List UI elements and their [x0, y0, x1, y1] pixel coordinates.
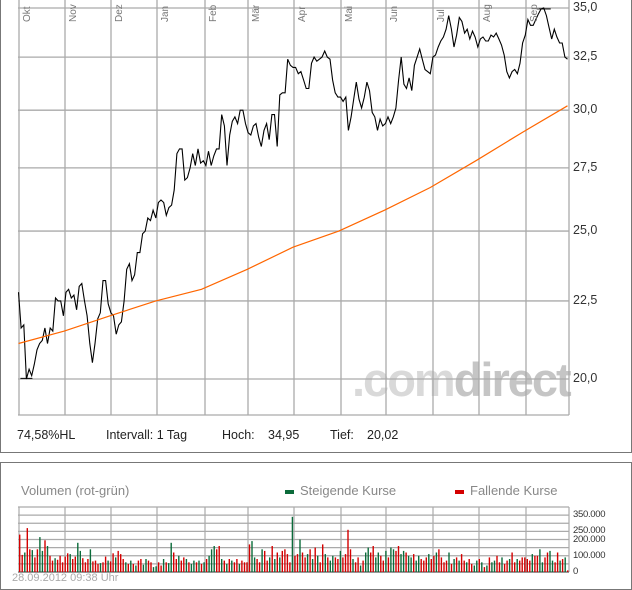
price-tick-label: 20,0 — [573, 371, 598, 386]
price-tick-label: 35,0 — [573, 0, 598, 14]
month-label: Sep — [529, 4, 540, 22]
high-value: 34,95 — [268, 428, 300, 442]
month-label: Jul — [436, 9, 447, 22]
price-chart — [17, 0, 570, 416]
volume-tick-label: 350.000 — [573, 509, 606, 521]
hl-percent: 74,58%HL — [17, 428, 76, 442]
month-label: Jun — [389, 5, 400, 22]
volume-chart-panel — [0, 462, 632, 590]
price-tick-label: 30,0 — [573, 102, 598, 117]
month-label: Mai — [344, 5, 355, 22]
month-label: Nov — [68, 4, 79, 22]
price-line — [17, 7, 568, 380]
interval-label: Intervall: 1 Tag — [106, 428, 188, 442]
price-tick-label: 22,5 — [573, 292, 598, 307]
month-label: Dez — [114, 4, 125, 22]
timestamp: 28.09.2012 09:38 Uhr — [12, 572, 119, 584]
high-label: Hoch: — [222, 428, 255, 442]
month-label: Jan — [160, 5, 171, 22]
month-label: Apr — [297, 6, 308, 22]
legend-up-label: Steigende Kurse — [300, 483, 397, 498]
volume-tick-label: 0 — [573, 566, 578, 577]
legend-down-label: Fallende Kurse — [470, 483, 558, 498]
moving-average-line — [18, 105, 568, 345]
volume-tick-label: 200.000 — [573, 533, 606, 545]
month-label: Feb — [208, 4, 219, 22]
month-label: Aug — [482, 4, 493, 22]
low-label: Tief: — [330, 428, 354, 442]
price-tick-label: 32,5 — [573, 49, 598, 64]
month-label: Mär — [251, 4, 262, 22]
price-tick-label: 25,0 — [573, 223, 598, 238]
volume-tick-label: 250.000 — [573, 525, 606, 537]
month-label: Okt — [22, 6, 33, 22]
legend-up-swatch — [285, 490, 294, 494]
price-tick-label: 27,5 — [573, 159, 598, 174]
volume-title: Volumen (rot-grün) — [21, 483, 130, 498]
legend-down-swatch — [455, 490, 464, 494]
low-value: 20,02 — [367, 428, 399, 442]
volume-tick-label: 100.000 — [573, 549, 606, 561]
